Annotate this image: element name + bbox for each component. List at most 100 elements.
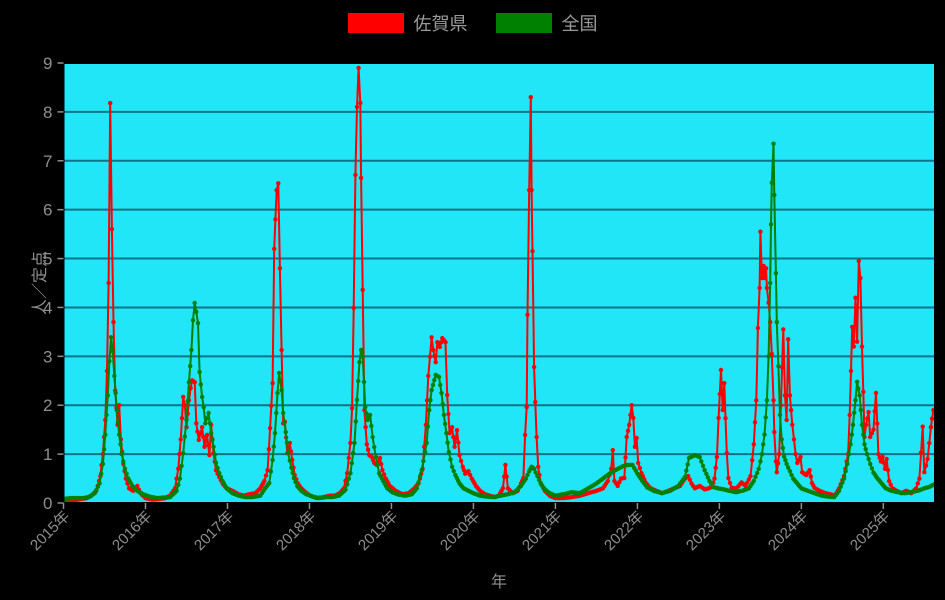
data-point (917, 476, 922, 481)
data-point (416, 480, 421, 485)
data-point (859, 422, 865, 427)
data-point (503, 462, 508, 468)
data-point (923, 463, 929, 468)
series-national (63, 141, 935, 502)
data-point (610, 448, 615, 453)
data-point (449, 425, 455, 430)
data-point (354, 397, 360, 402)
data-point (349, 406, 355, 411)
data-point (349, 460, 354, 466)
data-point (918, 450, 924, 455)
x-tick-label: 2021年 (519, 508, 565, 554)
data-point (293, 479, 298, 485)
data-point (873, 390, 879, 396)
data-point (848, 442, 853, 447)
data-point (284, 440, 290, 445)
x-tick-label: 2015年 (27, 508, 73, 554)
data-point (720, 407, 725, 413)
y-tick-label: 3 (43, 347, 52, 366)
data-point (343, 478, 348, 483)
data-point (283, 429, 288, 435)
data-point (697, 454, 702, 460)
data-point (524, 405, 529, 410)
data-point (422, 449, 428, 455)
legend: 佐賀県 全国 (0, 10, 945, 36)
data-point (351, 450, 356, 456)
data-point (360, 287, 365, 292)
data-point (617, 480, 622, 485)
data-point (446, 450, 451, 455)
data-point (179, 416, 185, 421)
data-point (373, 454, 379, 460)
data-point (199, 394, 205, 400)
data-point (850, 324, 855, 330)
data-point (853, 295, 858, 300)
data-point (868, 434, 873, 440)
data-point (419, 468, 424, 473)
data-point (108, 335, 114, 340)
data-point (853, 398, 858, 403)
data-point (445, 392, 450, 398)
data-point (773, 271, 779, 276)
data-point (356, 378, 361, 384)
data-point (856, 258, 861, 264)
data-point (381, 472, 387, 477)
data-point (109, 227, 115, 232)
data-point (291, 475, 297, 481)
data-point (454, 428, 460, 433)
data-point (915, 481, 920, 486)
data-point (750, 458, 755, 463)
data-point (429, 335, 434, 340)
data-point (430, 382, 436, 388)
data-point (358, 175, 364, 181)
data-point (869, 466, 875, 471)
data-point (875, 421, 880, 426)
data-point (448, 457, 453, 462)
data-point (861, 389, 866, 394)
data-point (192, 380, 197, 385)
data-point (438, 340, 444, 345)
data-point (266, 447, 272, 452)
data-point (356, 65, 361, 71)
data-point (119, 451, 124, 457)
data-point (279, 387, 284, 393)
data-point (452, 444, 457, 449)
data-point (122, 466, 128, 471)
data-point (186, 380, 192, 385)
data-point (865, 416, 870, 421)
y-tick-label: 1 (43, 445, 52, 464)
data-point (841, 476, 847, 481)
data-point (784, 417, 789, 423)
data-point (124, 471, 129, 476)
data-point (724, 450, 729, 456)
data-point (105, 393, 111, 398)
data-point (278, 379, 283, 384)
data-point (345, 482, 350, 487)
data-point (206, 442, 211, 448)
data-point (440, 401, 445, 407)
data-point (704, 471, 709, 476)
data-point (786, 465, 791, 470)
plot-background (63, 63, 935, 503)
data-point (190, 318, 196, 323)
data-point (764, 398, 770, 403)
data-point (929, 416, 935, 421)
data-point (748, 473, 753, 479)
data-point (201, 405, 206, 410)
data-point (357, 360, 362, 365)
data-point (348, 440, 353, 446)
data-point (189, 347, 194, 353)
data-point (922, 470, 927, 475)
data-point (790, 422, 795, 427)
data-point (108, 100, 113, 106)
data-point (636, 460, 641, 466)
data-point (262, 478, 267, 484)
data-point (762, 432, 767, 437)
data-point (213, 460, 219, 466)
data-point (631, 415, 636, 421)
data-point (529, 187, 534, 193)
data-point (756, 466, 761, 471)
data-point (752, 420, 758, 425)
data-point (535, 473, 540, 479)
